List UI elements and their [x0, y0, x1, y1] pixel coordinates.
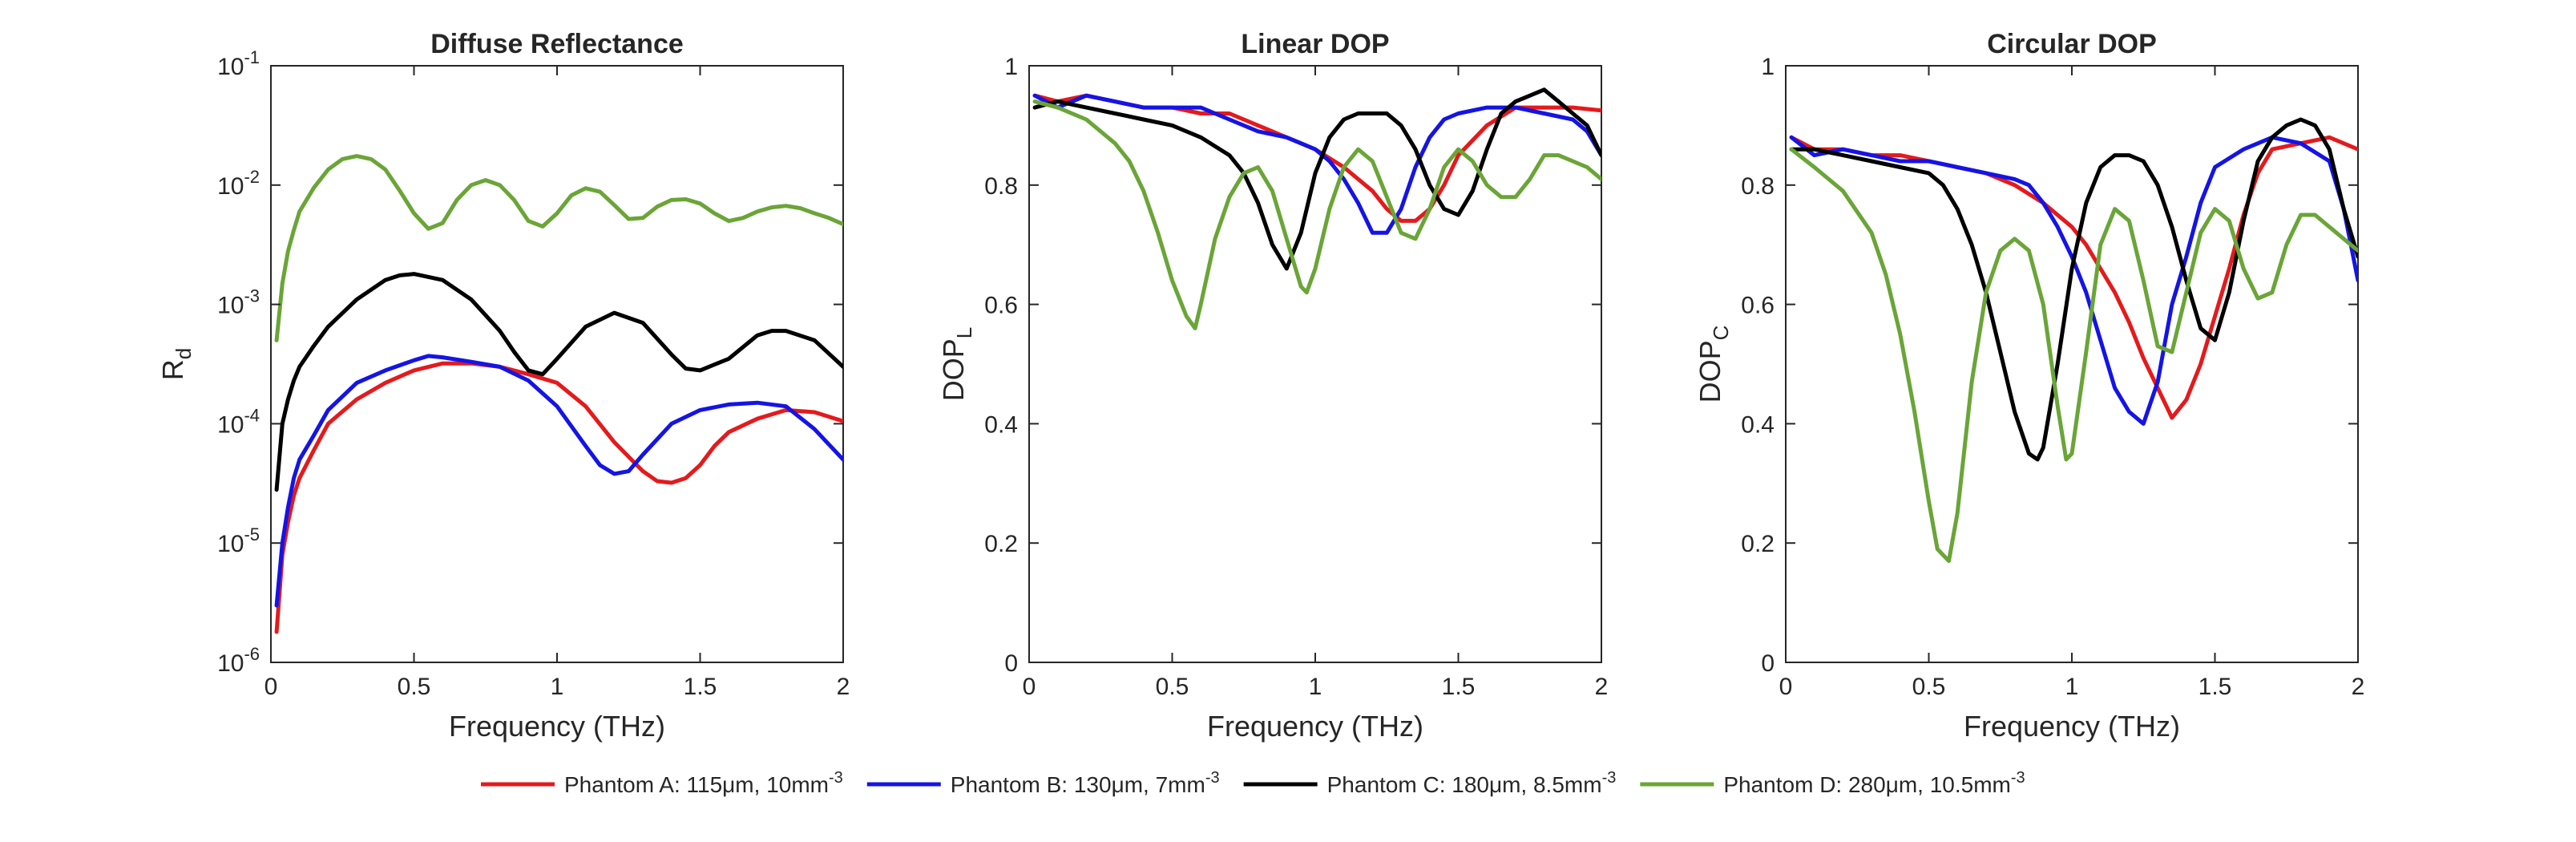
y-tick-label: 10-1	[217, 47, 260, 80]
chart-title: Diffuse Reflectance	[430, 29, 684, 59]
series-line-c	[1032, 87, 1601, 271]
x-tick-label: 2	[1595, 674, 1609, 700]
legend-item-b: Phantom B: 130μm, 7mm-3	[866, 769, 1220, 797]
x-tick-label: 0	[1023, 674, 1036, 700]
y-tick-label: 0.4	[1741, 411, 1775, 438]
y-axis-label: DOPL	[937, 327, 976, 401]
y-tick-label: 0.8	[984, 173, 1018, 200]
legend-label: Phantom A: 115μm, 10mm-3	[564, 769, 843, 797]
y-tick-label: 10-6	[217, 644, 260, 677]
y-tick-label: 1	[1004, 54, 1018, 80]
x-tick-label: 2	[837, 674, 850, 700]
chart-panel-2: 0 0.5 1 1.5 2 0 0.2 0.4 0.6 0.8 1 Linear DOP Frequen…	[937, 29, 1608, 743]
y-tick-label: 0.4	[984, 411, 1018, 438]
series-line-a	[274, 361, 843, 634]
legend-label: Phantom B: 130μm, 7mm-3	[951, 769, 1220, 797]
x-tick-label: 1.5	[684, 674, 717, 700]
legend-label: Phantom D: 280μm, 10.5mm-3	[1723, 769, 2025, 797]
x-tick-label: 0.5	[1156, 674, 1189, 700]
series-line-d	[1032, 99, 1601, 330]
series-line-b	[274, 354, 843, 608]
y-tick-label: 0.8	[1741, 173, 1775, 200]
chart-panel-3: 0 0.5 1 1.5 2 0 0.2 0.4 0.6 0.8 1 Circular DOP Frequ…	[1694, 29, 2364, 743]
chart-panel-1: 0 0.5 1 1.5 2 10-6 10-5 10-4 10-3 10-2 10-1 Diffuse…	[156, 29, 850, 743]
y-tick-label: 0.2	[1741, 531, 1775, 557]
y-tick-label: 10-5	[217, 524, 260, 557]
legend-item-d: Phantom D: 280μm, 10.5mm-3	[1640, 769, 2025, 797]
series-group	[1032, 87, 1601, 330]
x-axis-label: Frequency (THz)	[449, 710, 665, 743]
chart-title: Circular DOP	[1987, 29, 2157, 59]
legend-item-a: Phantom A: 115μm, 10mm-3	[481, 769, 843, 797]
series-group	[274, 154, 843, 634]
y-tick-label: 1	[1761, 54, 1775, 80]
x-axis-label: Frequency (THz)	[1964, 710, 2180, 743]
series-line-c	[274, 272, 843, 492]
legend-label: Phantom C: 180μm, 8.5mm-3	[1327, 769, 1617, 797]
x-tick-label: 0.5	[1912, 674, 1946, 700]
plot-area	[1028, 65, 1602, 663]
y-tick-label: 10-2	[217, 167, 260, 200]
chart-title: Linear DOP	[1241, 29, 1389, 59]
x-axis-label: Frequency (THz)	[1207, 710, 1423, 743]
chart-panels: 0 0.5 1 1.5 2 10-6 10-5 10-4 10-3 10-2 10-1 Diffuse…	[156, 29, 2364, 743]
x-tick-label: 1	[2065, 674, 2079, 700]
x-tick-label: 0.5	[398, 674, 431, 700]
legend: Phantom A: 115μm, 10mm-3 Phantom B: 130μm…	[481, 769, 2025, 797]
series-line-d	[274, 154, 843, 342]
y-tick-label: 0.6	[1741, 293, 1775, 319]
x-tick-label: 0	[1779, 674, 1793, 700]
series-line-d	[1789, 147, 2358, 563]
y-axis-label: Rd	[156, 348, 196, 380]
x-tick-label: 1	[1309, 674, 1322, 700]
series-line-b	[1789, 135, 2358, 426]
x-tick-label: 0	[264, 674, 278, 700]
y-tick-label: 0	[1004, 650, 1018, 677]
x-tick-label: 2	[2352, 674, 2365, 700]
x-tick-label: 1.5	[2198, 674, 2232, 700]
legend-item-c: Phantom C: 180μm, 8.5mm-3	[1243, 769, 1617, 797]
series-group	[1789, 117, 2358, 563]
y-tick-label: 0.2	[984, 531, 1018, 557]
x-tick-label: 1.5	[1442, 674, 1476, 700]
y-tick-label: 0	[1761, 650, 1775, 677]
series-line-c	[1789, 117, 2358, 462]
y-tick-label: 0.6	[984, 293, 1018, 319]
y-axis-label: DOPC	[1694, 326, 1733, 403]
x-tick-label: 1	[551, 674, 564, 700]
plot-area	[270, 65, 844, 663]
series-line-b	[1032, 93, 1601, 235]
y-tick-label: 10-3	[217, 286, 260, 319]
y-tick-label: 10-4	[217, 405, 260, 438]
